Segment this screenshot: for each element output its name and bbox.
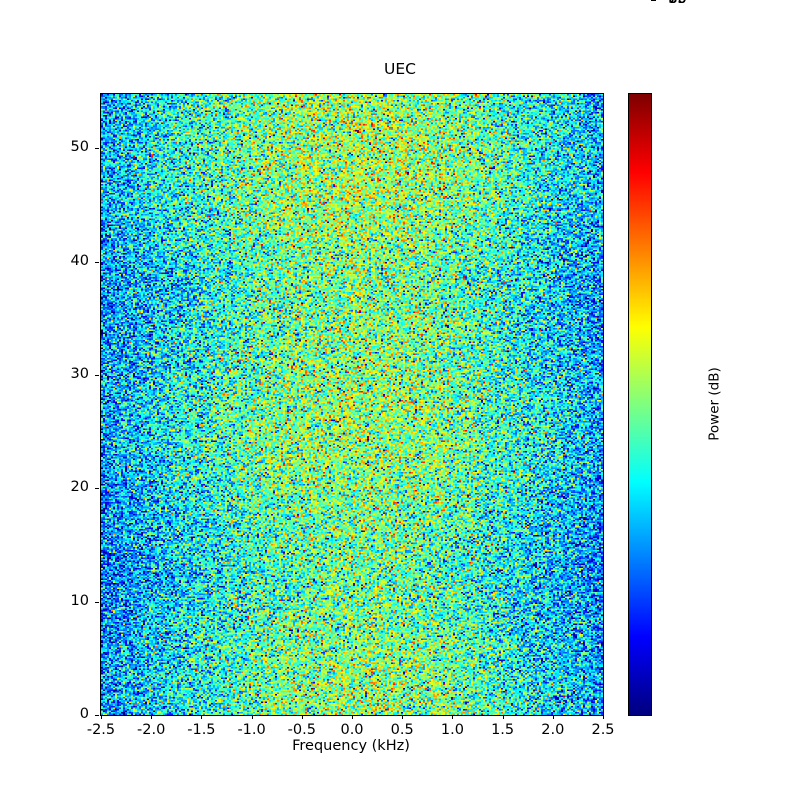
x-tick-label: 2.0: [541, 722, 565, 738]
colorbar-tick-label: ‒65: [659, 0, 687, 8]
x-tick-label: -0.5: [287, 722, 316, 738]
x-tick-label: 0.5: [390, 722, 414, 738]
y-tick-label: 0: [79, 706, 89, 722]
spectrogram-plot-area: [100, 93, 604, 716]
x-tick-label: -2.0: [137, 722, 166, 738]
colorbar: [628, 93, 652, 716]
x-tick-label: -1.5: [187, 722, 216, 738]
x-tick-label: 1.5: [491, 722, 515, 738]
title-line-station: UEC: [384, 60, 416, 78]
colorbar-tick-label: ‒80: [659, 0, 687, 8]
x-tick-mark: [301, 715, 303, 719]
x-tick-label: -1.0: [237, 722, 266, 738]
spectrogram-heatmap: [101, 94, 603, 715]
x-tick-mark: [603, 715, 604, 719]
y-tick-label: 40: [70, 252, 89, 269]
x-tick-mark: [151, 715, 153, 719]
x-tick-mark: [251, 715, 253, 719]
colorbar-tick-label: ‒75: [659, 0, 687, 8]
y-tick-mark: [95, 375, 99, 377]
x-tick-label: 1.0: [440, 722, 464, 738]
x-tick-mark: [101, 715, 102, 719]
y-tick-mark: [95, 715, 99, 716]
colorbar-tick-label: ‒60: [659, 0, 687, 8]
y-tick-mark: [95, 488, 99, 490]
colorbar-tick-mark: [651, 0, 656, 1]
x-tick-label: -2.5: [86, 722, 116, 738]
y-tick-label: 50: [70, 139, 89, 156]
x-tick-label: 2.5: [591, 722, 615, 738]
y-tick-mark: [95, 261, 99, 263]
colorbar-tick-label: ‒70: [659, 0, 687, 8]
colorbar-tick-label: ‒55: [659, 0, 687, 8]
colorbar-label: Power (dB): [706, 367, 723, 441]
y-tick-label: 10: [70, 592, 89, 609]
x-tick-mark: [201, 715, 203, 719]
y-tick-label: 30: [70, 366, 89, 383]
colorbar-gradient: [629, 94, 651, 715]
x-tick-mark: [502, 715, 504, 719]
y-tick-mark: [95, 148, 99, 150]
x-tick-mark: [452, 715, 454, 719]
x-axis-label: Frequency (kHz): [292, 738, 410, 754]
x-tick-label: 0.0: [340, 722, 364, 738]
x-tick-mark: [352, 715, 353, 719]
y-tick-mark: [95, 601, 99, 603]
y-tick-label: 20: [70, 479, 89, 496]
x-tick-mark: [402, 715, 404, 719]
x-tick-mark: [552, 715, 554, 719]
